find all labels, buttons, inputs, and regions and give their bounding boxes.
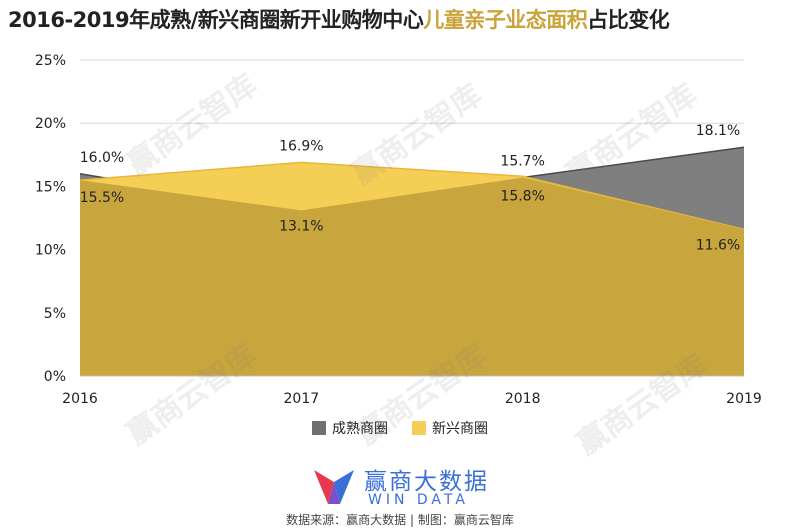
- logo-text: 赢商大数据: [364, 469, 489, 495]
- logo-subtext: WIN DATA: [368, 492, 469, 508]
- legend-label: 成熟商圈: [332, 421, 388, 437]
- data-label: 15.5%: [80, 190, 124, 206]
- legend: 成熟商圈 新兴商圈: [0, 418, 800, 438]
- y-tick-label: 20%: [35, 116, 66, 132]
- title-highlight: 儿童亲子业态面积: [423, 8, 588, 32]
- logo: 赢商大数据 WIN DATA: [312, 462, 512, 510]
- y-tick-label: 5%: [44, 306, 66, 322]
- y-tick-label: 15%: [35, 179, 66, 195]
- data-label: 15.8%: [500, 188, 544, 204]
- y-tick-label: 25%: [35, 53, 66, 69]
- chart-title: 2016-2019年成熟/新兴商圈新开业购物中心儿童亲子业态面积占比变化: [8, 4, 798, 38]
- data-label: 18.1%: [696, 123, 740, 139]
- data-label: 16.9%: [279, 138, 323, 154]
- legend-swatch: [312, 421, 326, 435]
- x-tick-label: 2016: [62, 391, 98, 407]
- x-tick-label: 2017: [284, 391, 320, 407]
- y-tick-label: 10%: [35, 243, 66, 259]
- data-label: 16.0%: [80, 150, 124, 166]
- data-label: 15.7%: [500, 154, 544, 170]
- x-tick-label: 2018: [505, 391, 541, 407]
- legend-item: 成熟商圈: [312, 418, 388, 438]
- legend-label: 新兴商圈: [432, 421, 488, 437]
- title-part1: 2016-2019年成熟/新兴商圈新开业购物中心: [8, 8, 424, 32]
- source-note: 数据来源：赢商大数据 | 制图：赢商云智库: [286, 513, 514, 527]
- logo-icon: [314, 470, 354, 504]
- area-overlap: [80, 177, 744, 376]
- legend-item: 新兴商圈: [412, 418, 488, 438]
- y-tick-label: 0%: [44, 369, 66, 385]
- legend-swatch: [412, 421, 426, 435]
- x-tick-label: 2019: [726, 391, 762, 407]
- data-label: 13.1%: [279, 218, 323, 234]
- title-part2: 占比变化: [587, 8, 670, 32]
- data-label: 11.6%: [696, 237, 740, 253]
- series-line-emerging: [79, 161, 745, 231]
